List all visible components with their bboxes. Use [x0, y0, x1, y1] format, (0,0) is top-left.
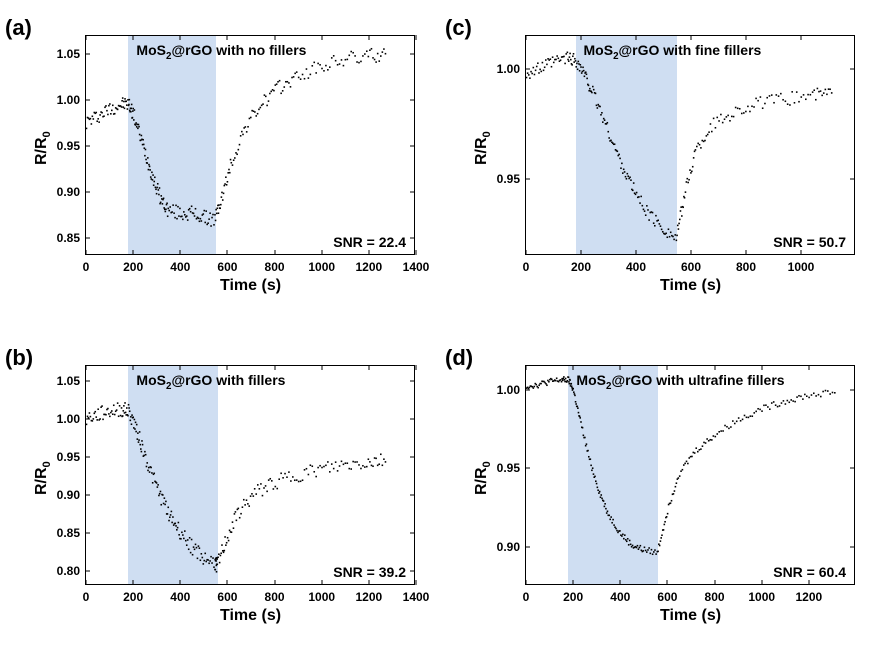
- panel-label-c: (c): [445, 15, 472, 41]
- y-tick: 0.85: [40, 231, 80, 245]
- x-axis-label-d: Time (s): [660, 607, 721, 625]
- y-axis-label-d: R/R0: [473, 461, 493, 495]
- x-tick: 400: [170, 260, 190, 274]
- x-tick: 1000: [308, 260, 335, 274]
- x-tick: 1000: [748, 590, 775, 604]
- curve-c: [526, 36, 854, 254]
- x-axis-label-c: Time (s): [660, 277, 721, 295]
- y-tick: 1.00: [480, 383, 520, 397]
- x-tick: 1000: [788, 260, 815, 274]
- x-tick: 1200: [355, 590, 382, 604]
- chart-title-c: MoS2@rGO with fine fillers: [584, 42, 762, 62]
- curve-b: [86, 366, 414, 584]
- y-tick: 1.00: [40, 93, 80, 107]
- x-axis-label-a: Time (s): [220, 277, 281, 295]
- x-tick: 0: [523, 590, 530, 604]
- x-tick: 400: [626, 260, 646, 274]
- snr-label-b: SNR = 39.2: [333, 564, 406, 580]
- x-tick: 400: [610, 590, 630, 604]
- x-tick: 200: [571, 260, 591, 274]
- y-tick: 1.05: [40, 374, 80, 388]
- x-tick: 600: [217, 590, 237, 604]
- y-tick: 0.85: [40, 526, 80, 540]
- x-tick: 800: [705, 590, 725, 604]
- plot-box-d: MoS2@rGO with ultrafine fillers SNR = 60…: [525, 365, 855, 585]
- snr-label-a: SNR = 22.4: [333, 234, 406, 250]
- curve-d: [526, 366, 854, 584]
- x-tick: 800: [265, 590, 285, 604]
- x-tick: 800: [736, 260, 756, 274]
- x-tick: 400: [170, 590, 190, 604]
- plot-box-c: MoS2@rGO with fine fillers SNR = 50.7 02…: [525, 35, 855, 255]
- x-tick: 600: [657, 590, 677, 604]
- y-tick: 0.80: [40, 564, 80, 578]
- x-tick: 1200: [355, 260, 382, 274]
- x-tick: 200: [563, 590, 583, 604]
- x-tick: 1200: [795, 590, 822, 604]
- chart-title-b: MoS2@rGO with fillers: [136, 372, 285, 392]
- x-tick: 200: [123, 590, 143, 604]
- y-tick: 1.00: [40, 412, 80, 426]
- panel-label-d: (d): [445, 345, 473, 371]
- x-tick: 200: [123, 260, 143, 274]
- chart-title-a: MoS2@rGO with no fillers: [136, 42, 306, 62]
- y-axis-label-c: R/R0: [473, 131, 493, 165]
- panel-label-a: (a): [5, 15, 32, 41]
- chart-title-d: MoS2@rGO with ultrafine fillers: [576, 372, 784, 392]
- x-tick: 600: [681, 260, 701, 274]
- y-axis-label-a: R/R0: [33, 131, 53, 165]
- y-tick: 1.05: [40, 47, 80, 61]
- x-tick: 1000: [308, 590, 335, 604]
- x-tick: 600: [217, 260, 237, 274]
- x-tick: 800: [265, 260, 285, 274]
- y-tick: 0.90: [40, 185, 80, 199]
- x-tick: 1400: [403, 260, 430, 274]
- snr-label-d: SNR = 60.4: [773, 564, 846, 580]
- x-tick: 0: [83, 260, 90, 274]
- plot-box-b: MoS2@rGO with fillers SNR = 39.2 0200400…: [85, 365, 415, 585]
- y-tick: 0.95: [480, 172, 520, 186]
- plot-box-a: MoS2@rGO with no fillers SNR = 22.4 0200…: [85, 35, 415, 255]
- x-tick: 0: [83, 590, 90, 604]
- y-tick: 1.00: [480, 62, 520, 76]
- y-tick: 0.90: [480, 540, 520, 554]
- x-tick: 1400: [403, 590, 430, 604]
- x-tick: 0: [523, 260, 530, 274]
- x-axis-label-b: Time (s): [220, 607, 281, 625]
- y-axis-label-b: R/R0: [33, 461, 53, 495]
- panel-label-b: (b): [5, 345, 33, 371]
- snr-label-c: SNR = 50.7: [773, 234, 846, 250]
- curve-a: [86, 36, 414, 254]
